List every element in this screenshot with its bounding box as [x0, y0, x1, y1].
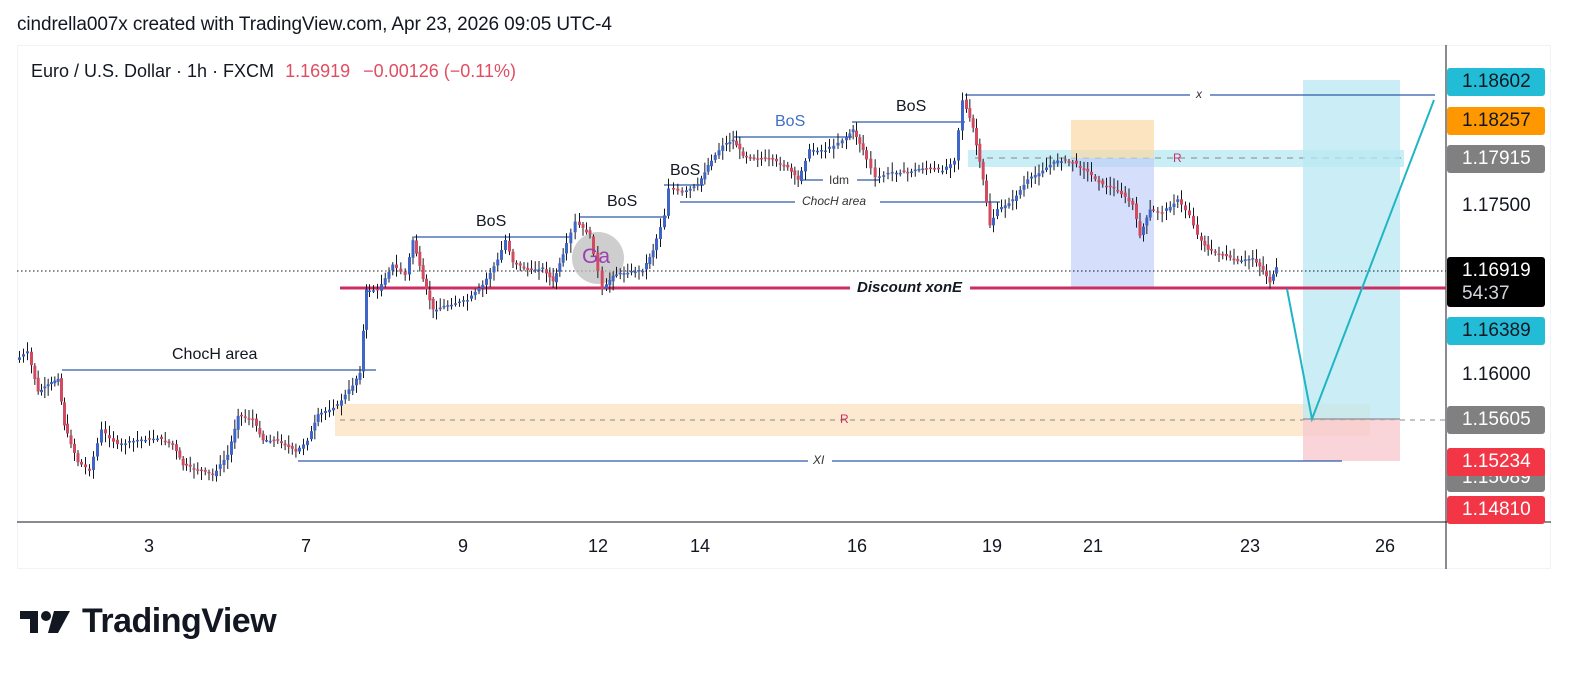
price-tag-cyan: 1.16389 — [1447, 317, 1545, 345]
symbol-legend: Euro / U.S. Dollar · 1h · FXCM 1.16919 −… — [31, 61, 516, 82]
time-tick: 21 — [1082, 536, 1104, 556]
idm-label: Idm — [829, 173, 850, 187]
bos-label-1: BoS — [476, 213, 507, 230]
position-stop-zone[interactable] — [1303, 419, 1400, 461]
time-tick: 9 — [457, 536, 468, 556]
choch-area-label-2: ChocH area — [802, 194, 867, 208]
last-price-value: 1.16919 — [1462, 260, 1531, 281]
price-tag-target: 1.18602 — [1447, 68, 1545, 96]
bos-label-3: BoS — [670, 162, 701, 179]
xl-level-label: XI — [813, 453, 825, 467]
time-tick: 26 — [1374, 536, 1396, 556]
upper-r-label: R — [1173, 151, 1182, 165]
tradingview-logo-icon — [20, 610, 70, 633]
position-target-zone[interactable] — [1303, 80, 1400, 419]
choch-area-label-1: ChocH area — [172, 346, 258, 363]
last-price: 1.16919 — [285, 61, 351, 81]
time-tick: 14 — [689, 536, 711, 556]
time-tick: 12 — [587, 536, 609, 556]
discount-zone-label: Discount xonE — [857, 279, 963, 296]
price-tag-orange: 1.18257 — [1447, 107, 1545, 135]
time-tick: 19 — [981, 536, 1003, 556]
bos-label-4: BoS — [775, 113, 806, 130]
orange-supply-box[interactable] — [1071, 120, 1154, 158]
price-tick-2: 1.16000 — [1462, 364, 1531, 385]
chart-frame — [17, 45, 1551, 569]
tradingview-logo[interactable]: TradingView — [20, 602, 277, 641]
tradingview-logo-text: TradingView — [82, 602, 277, 640]
price-change: −0.00126 (−0.11%) — [363, 61, 516, 81]
time-tick: 7 — [300, 536, 311, 556]
price-tag-red-low: 1.14810 — [1447, 496, 1545, 524]
symbol-name: Euro / U.S. Dollar · 1h · FXCM — [31, 61, 275, 81]
price-tag-stop: 1.15234 — [1447, 448, 1545, 476]
candlestick-series[interactable] — [18, 92, 1278, 482]
time-tick: 16 — [846, 536, 868, 556]
time-tick: 23 — [1239, 536, 1261, 556]
time-tick: 3 — [143, 536, 154, 556]
bar-countdown: 54:37 — [1462, 283, 1510, 304]
bos-label-2: BoS — [607, 193, 638, 210]
ga-label: Ga — [582, 245, 611, 268]
price-tag-last: 1.16919 54:37 — [1447, 257, 1545, 307]
price-tick-1: 1.17500 — [1462, 195, 1531, 216]
x-level-label: x — [1196, 87, 1202, 101]
price-tag-upper-r: 1.17915 — [1447, 145, 1545, 173]
price-tag-entry: 1.15605 — [1447, 406, 1545, 434]
bos-label-5: BoS — [896, 98, 927, 115]
attribution-text: cindrella007x created with TradingView.c… — [17, 14, 612, 35]
lower-r-label: R — [840, 412, 849, 426]
projection-path[interactable] — [1286, 99, 1435, 423]
blue-range-box[interactable] — [1071, 158, 1154, 288]
